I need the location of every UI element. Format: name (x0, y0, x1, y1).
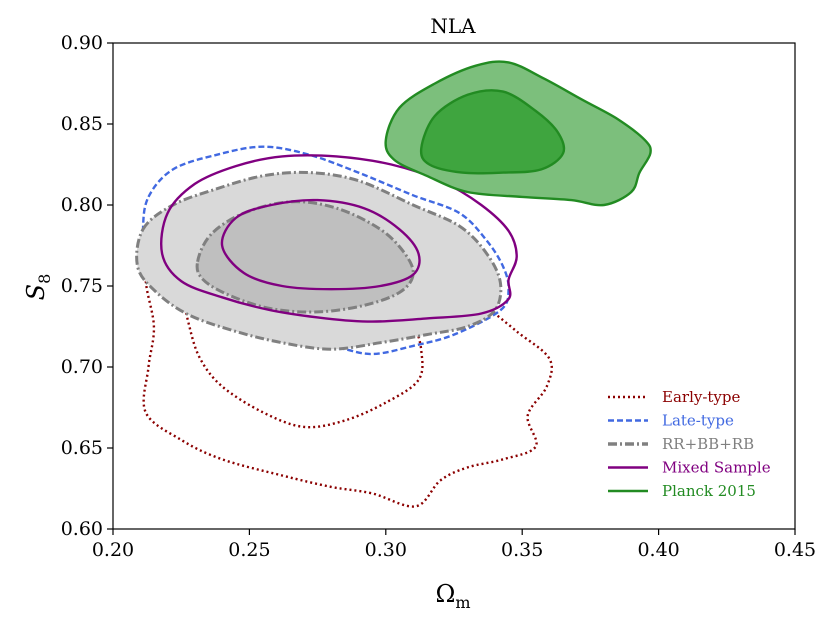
x-axis-label: Ωm (435, 580, 470, 612)
y-tick-label: 0.65 (61, 437, 103, 459)
contour-rr-bb-rb-inner (195, 200, 415, 314)
series-planck-2015 (384, 60, 652, 207)
x-axis-label-subscript: m (455, 593, 470, 612)
contours-layer (135, 60, 652, 508)
series-mixed-sample (160, 154, 518, 323)
legend-label-planck-2015: Planck 2015 (662, 482, 756, 500)
y-axis-label: S8 (22, 274, 54, 301)
y-tick-label: 0.60 (61, 518, 103, 540)
legend: Early-type Late-type RR+BB+RB Mixed Sample P… (608, 388, 771, 500)
x-tick-label: 0.30 (365, 539, 407, 561)
contour-planck-2015-inner (419, 89, 566, 175)
y-tick-label: 0.85 (61, 113, 103, 135)
x-tick-label: 0.45 (774, 539, 816, 561)
contour-mixed-sample-inner (220, 198, 421, 291)
y-tick-label: 0.90 (61, 32, 103, 54)
chart-title: NLA (430, 14, 476, 38)
x-tick-label: 0.40 (637, 539, 679, 561)
series-rr-bb-rb (135, 170, 503, 351)
x-tick-label: 0.35 (501, 539, 543, 561)
x-axis-label-main: Ω (435, 580, 455, 608)
legend-label-early-type: Early-type (662, 388, 741, 406)
x-axis: 0.20 0.25 0.30 0.35 0.40 0.45 (92, 529, 816, 561)
y-tick-label: 0.75 (61, 275, 103, 297)
legend-label-late-type: Late-type (662, 412, 734, 430)
legend-label-mixed-sample: Mixed Sample (662, 459, 771, 477)
x-tick-label: 0.20 (92, 539, 134, 561)
y-axis-label-subscript: 8 (35, 274, 54, 284)
y-axis: 0.60 0.65 0.70 0.75 0.80 0.85 0.90 (61, 32, 113, 540)
contour-mixed-sample-outer (160, 154, 518, 323)
y-tick-label: 0.80 (61, 194, 103, 216)
legend-label-rr-bb-rb: RR+BB+RB (662, 435, 754, 453)
x-tick-label: 0.25 (228, 539, 270, 561)
y-axis-label-main: S (22, 284, 50, 300)
y-tick-label: 0.70 (61, 356, 103, 378)
